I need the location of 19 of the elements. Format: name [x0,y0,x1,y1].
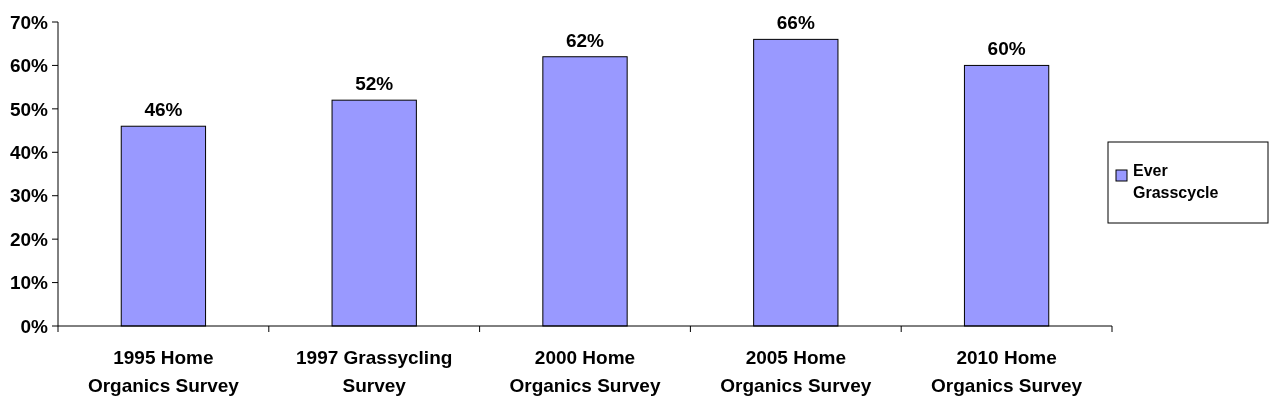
data-label: 46% [144,99,183,121]
data-label: 52% [355,73,394,95]
legend-label: Ever Grasscycle [1133,162,1219,201]
data-label: 60% [987,38,1026,60]
x-tick-label: 1995 Home Organics Survey [87,347,240,396]
y-tick-label: 40% [9,141,49,163]
data-label: 66% [776,12,815,34]
x-tick-label: 2000 Home Organics Survey [509,347,661,396]
y-tick-label: 60% [9,55,49,77]
y-tick-label: 10% [9,272,49,294]
x-tick-label: 2010 Home Organics Survey [931,347,1083,396]
x-tick-label: 2005 Home Organics Survey [720,347,872,396]
data-label: 62% [565,29,605,51]
y-tick-label: 30% [9,185,49,207]
y-tick-label: 0% [20,315,49,337]
y-tick-label: 70% [9,11,49,33]
x-tick-label: 1997 Grassycling Survey [296,347,453,396]
y-tick-label: 50% [9,98,49,120]
y-tick-label: 20% [9,228,49,250]
